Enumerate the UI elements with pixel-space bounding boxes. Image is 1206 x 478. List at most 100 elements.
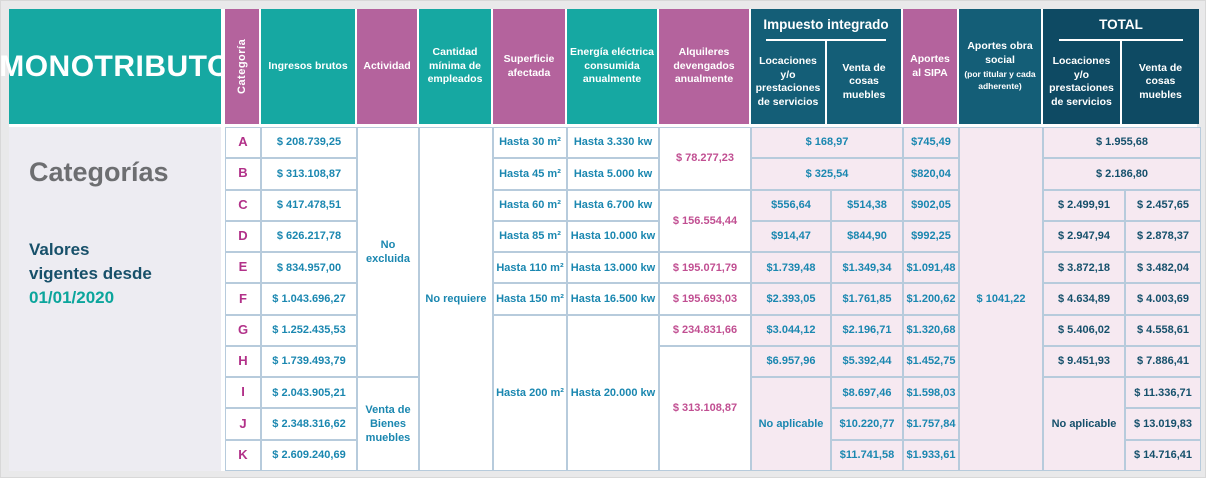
impuesto-venta-cell: $11.741,58	[832, 440, 902, 470]
actividad-venta-bienes-cell: Venta de Bienes muebles	[358, 378, 418, 470]
impuesto-integrado-title: Impuesto integrado	[763, 17, 889, 32]
impuesto-venta-cell: $5.392,44	[832, 346, 902, 377]
sipa-cell: $902,05	[904, 190, 958, 220]
impuesto-locaciones-cell: $2.393,05	[752, 284, 830, 314]
col-group-impuesto-integrado: Impuesto integrado Locaciones y/o presta…	[751, 9, 901, 124]
col-header-energia: Energía eléctrica consumida anualmente	[567, 9, 657, 124]
impuesto-subheaders: Locaciones y/o prestaciones de servicios…	[751, 40, 901, 124]
energia-merged-cell: Hasta 20.000 kw	[568, 315, 658, 470]
impuesto-merged-cell: $ 325,54	[752, 159, 902, 189]
ingresos-cell: $ 208.739,25	[262, 128, 356, 158]
impuesto-merged-cell: $ 168,97	[752, 128, 902, 158]
category-letter-cell: E	[226, 253, 260, 283]
subcol-header-locaciones: Locaciones y/o prestaciones de servicios	[755, 54, 821, 108]
total-venta-cell: $ 2.457,65	[1126, 190, 1200, 220]
content: MONOTRIBUTO Categorías Valores vigentes …	[0, 9, 1201, 471]
table-body: A B C D E F G H I J K $ 208.739,25 $ 313…	[225, 127, 1201, 471]
total-venta-cell: $ 2.878,37	[1126, 221, 1200, 252]
superficie-cell: Hasta 45 m²	[494, 159, 566, 189]
total-subheaders: Locaciones y/o prestaciones de servicios…	[1043, 40, 1199, 124]
impuesto-locaciones-cell: $6.957,96	[752, 346, 830, 377]
col-header-superficie: Superficie afectada	[493, 9, 565, 124]
total-merged-cell: $ 2.186,80	[1044, 159, 1200, 189]
total-locaciones-cell: $ 5.406,02	[1044, 315, 1124, 345]
table-area: Categoría Ingresos brutos Actividad Cant…	[225, 9, 1201, 471]
energia-cell: Hasta 6.700 kw	[568, 190, 658, 220]
alquileres-cell: $ 195.693,03	[660, 284, 750, 314]
obra-social-note: (por titular y cada adherente)	[964, 69, 1036, 92]
subcol-header-total-venta-muebles: Venta de cosas muebles	[1120, 40, 1199, 124]
category-letter-cell: F	[226, 284, 260, 314]
energia-cell: Hasta 16.500 kw	[568, 284, 658, 314]
total-locaciones-cell: $ 2.947,94	[1044, 221, 1124, 252]
ingresos-cell: $ 2.043.905,21	[262, 378, 356, 408]
impuesto-venta-cell: $514,38	[832, 190, 902, 220]
impuesto-locaciones-cell: $556,64	[752, 190, 830, 220]
categories-heading: Categorías	[29, 157, 169, 187]
valid-from-line2: vigentes desde	[29, 263, 152, 283]
impuesto-venta-cell: $1.349,34	[832, 253, 902, 283]
total-venta-cell: $ 4.558,61	[1126, 315, 1200, 345]
sipa-cell: $1.452,75	[904, 346, 958, 377]
superficie-cell: Hasta 60 m²	[494, 190, 566, 220]
total-title: TOTAL	[1099, 17, 1143, 32]
table-header: Categoría Ingresos brutos Actividad Cant…	[225, 9, 1201, 124]
impuesto-locaciones-cell: $914,47	[752, 221, 830, 252]
col-header-ingresos: Ingresos brutos	[261, 9, 355, 124]
energia-cell: Hasta 5.000 kw	[568, 159, 658, 189]
total-venta-cell: $ 3.482,04	[1126, 253, 1200, 283]
brand-header: MONOTRIBUTO	[0, 9, 230, 124]
obra-social-cell: $ 1041,22	[960, 128, 1042, 470]
total-locaciones-cell: $ 9.451,93	[1044, 346, 1124, 377]
superficie-merged-cell: Hasta 200 m²	[494, 315, 566, 470]
alquileres-cell: $ 78.277,23	[660, 128, 750, 189]
category-letter-cell: D	[226, 221, 260, 252]
col-group-total: TOTAL Locaciones y/o prestaciones de ser…	[1043, 9, 1199, 124]
category-letter-cell: H	[226, 346, 260, 377]
sipa-cell: $1.757,84	[904, 409, 958, 439]
col-header-aportes-sipa: Aportes al SIPA	[903, 9, 957, 124]
ingresos-cell: $ 1.252.435,53	[262, 315, 356, 345]
category-letter-cell: J	[226, 409, 260, 439]
ingresos-cell: $ 626.217,78	[262, 221, 356, 252]
ingresos-cell: $ 417.478,51	[262, 190, 356, 220]
sipa-cell: $745,49	[904, 128, 958, 158]
group-underline	[766, 38, 886, 41]
ingresos-cell: $ 834.957,00	[262, 253, 356, 283]
ingresos-cell: $ 1.043.696,27	[262, 284, 356, 314]
total-locaciones-cell: $ 3.872,18	[1044, 253, 1124, 283]
actividad-no-excluida-cell: No excluida	[358, 128, 418, 377]
categories-panel: Categorías Valores vigentes desde 01/01/…	[9, 127, 221, 471]
sipa-cell: $820,04	[904, 159, 958, 189]
energia-cell: Hasta 13.000 kw	[568, 253, 658, 283]
alquileres-cell: $ 234.831,66	[660, 315, 750, 345]
brand-title: MONOTRIBUTO	[0, 49, 231, 83]
impuesto-venta-cell: $8.697,46	[832, 378, 902, 408]
sipa-cell: $1.933,61	[904, 440, 958, 470]
cantidad-no-requiere-cell: No requiere	[420, 128, 492, 470]
impuesto-venta-cell: $10.220,77	[832, 409, 902, 439]
total-merged-cell: $ 1.955,68	[1044, 128, 1200, 158]
superficie-cell: Hasta 85 m²	[494, 221, 566, 252]
left-panel: MONOTRIBUTO Categorías Valores vigentes …	[0, 9, 230, 471]
total-venta-cell: $ 11.336,71	[1126, 378, 1200, 408]
ingresos-cell: $ 1.739.493,79	[262, 346, 356, 377]
ingresos-cell: $ 2.348.316,62	[262, 409, 356, 439]
ingresos-cell: $ 313.108,87	[262, 159, 356, 189]
total-venta-cell: $ 13.019,83	[1126, 409, 1200, 439]
superficie-cell: Hasta 30 m²	[494, 128, 566, 158]
energia-cell: Hasta 10.000 kw	[568, 221, 658, 252]
category-letter-cell: A	[226, 128, 260, 158]
superficie-cell: Hasta 110 m²	[494, 253, 566, 283]
total-venta-cell: $ 7.886,41	[1126, 346, 1200, 377]
valid-from-date: 01/01/2020	[29, 287, 115, 307]
alquileres-cell: $ 156.554,44	[660, 190, 750, 252]
col-header-categoria: Categoría	[225, 9, 259, 124]
sipa-cell: $1.091,48	[904, 253, 958, 283]
subcol-header-venta-muebles: Venta de cosas muebles	[825, 40, 901, 124]
category-letter-cell: K	[226, 440, 260, 470]
category-letter-cell: B	[226, 159, 260, 189]
impuesto-venta-cell: $1.761,85	[832, 284, 902, 314]
ingresos-cell: $ 2.609.240,69	[262, 440, 356, 470]
